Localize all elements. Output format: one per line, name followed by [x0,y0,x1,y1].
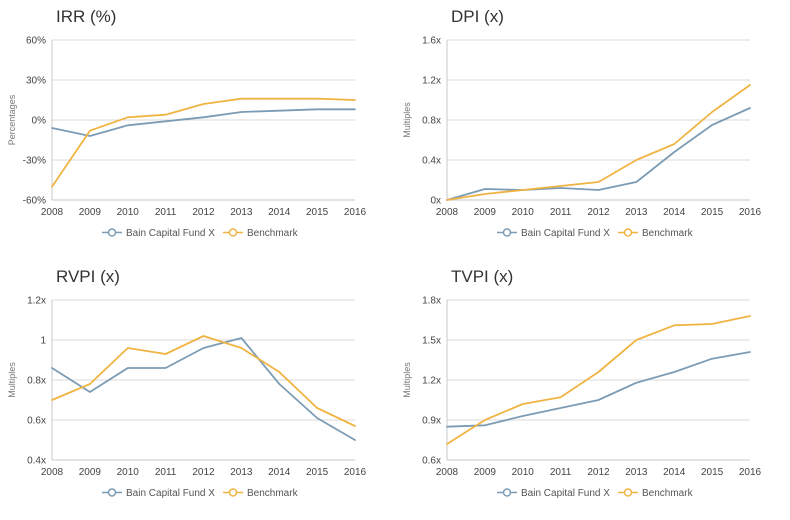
x-tick-label: 2016 [739,467,762,478]
x-tick-label: 2009 [474,207,497,218]
y-axis-title: Multiples [7,362,17,398]
legend-marker-fund [107,488,117,497]
y-tick-label: 1.2x [422,76,441,87]
series-line-benchmark [446,84,751,201]
legend-marker-benchmark [228,228,238,237]
y-tick-label: 1.8x [422,296,441,307]
x-tick-label: 2013 [230,207,253,218]
legend-marker-benchmark [228,488,238,497]
series-line-fund [446,107,751,201]
series-line-benchmark [446,315,751,445]
series-line-fund [51,108,356,137]
x-tick-label: 2014 [663,467,686,478]
x-tick-label: 2016 [344,207,367,218]
x-tick-label: 2011 [155,467,177,478]
x-tick-label: 2012 [587,207,610,218]
legend-label-fund: Bain Capital Fund X [521,488,610,499]
y-tick-label: 0.8x [27,376,46,387]
legend-marker-fund [107,228,117,237]
legend-marker-benchmark [623,488,633,497]
rvpi-chart: RVPI (x) 0.4x 0.6x 0.8x 1 1.2x 2008 2009 2010 201… [7,267,367,499]
x-tick-label: 2014 [268,467,291,478]
x-tick-label: 2010 [117,207,140,218]
y-tick-label: 30% [26,76,46,87]
chart-title: RVPI (x) [56,267,120,286]
y-tick-label: 1.6x [422,36,441,47]
y-tick-label: 60% [26,36,46,47]
x-tick-label: 2008 [436,467,459,478]
x-tick-label: 2014 [663,207,686,218]
legend-label-fund: Bain Capital Fund X [126,488,215,499]
x-tick-label: 2009 [79,207,102,218]
y-tick-label: 0.6x [27,416,46,427]
tvpi-chart-panel: TVPI (x) 0.6x 0.9x 1.2x 1.5x 1.8x 2008 2009 2010… [395,260,790,520]
y-tick-label: 0.9x [422,416,441,427]
y-tick-label: 0% [32,116,47,127]
x-tick-label: 2011 [550,467,572,478]
series-line-fund [446,351,751,428]
y-tick-label: 1.2x [422,376,441,387]
y-tick-label: 1.2x [27,296,46,307]
x-tick-label: 2015 [306,207,329,218]
x-tick-label: 2012 [192,207,215,218]
legend-label-benchmark: Benchmark [247,228,299,239]
x-tick-label: 2012 [192,467,215,478]
y-tick-label: 0.6x [422,456,441,467]
x-tick-label: 2009 [79,467,102,478]
x-tick-label: 2015 [306,467,329,478]
x-tick-label: 2015 [701,467,724,478]
dpi-chart: DPI (x) 0x 0.4x 0.8x 1.2x 1.6x 2008 2009 2010 201… [402,7,762,239]
legend-label-benchmark: Benchmark [642,488,694,499]
y-tick-label: -60% [23,196,46,207]
chart-title: IRR (%) [56,7,116,26]
irr-chart-panel: IRR (%) -60% -30% 0% 30% 60% 2008 2009 2010 2011 2… [0,0,395,260]
legend-marker-benchmark [623,228,633,237]
x-tick-label: 2010 [117,467,140,478]
y-tick-label: 0x [430,196,441,207]
x-tick-label: 2008 [436,207,459,218]
y-tick-label: 1 [40,336,46,347]
x-tick-label: 2013 [625,467,648,478]
series-line-benchmark [51,97,356,188]
tvpi-chart: TVPI (x) 0.6x 0.9x 1.2x 1.5x 1.8x 2008 2009 2010… [402,267,762,499]
chart-title: DPI (x) [451,7,504,26]
y-tick-label: 0.4x [422,156,441,167]
y-tick-label: 0.8x [422,116,441,127]
series-line-benchmark [51,335,356,427]
x-tick-label: 2013 [230,467,253,478]
series-line-fund [51,337,356,441]
legend-label-benchmark: Benchmark [642,228,694,239]
x-tick-label: 2011 [155,207,177,218]
x-tick-label: 2008 [41,467,64,478]
x-tick-label: 2015 [701,207,724,218]
rvpi-chart-panel: RVPI (x) 0.4x 0.6x 0.8x 1 1.2x 2008 2009 2010 201… [0,260,395,520]
x-tick-label: 2010 [512,467,535,478]
x-tick-label: 2011 [550,207,572,218]
legend-label-fund: Bain Capital Fund X [126,228,215,239]
y-axis-title: Percentages [7,94,17,145]
x-tick-label: 2014 [268,207,291,218]
x-tick-label: 2016 [739,207,762,218]
x-tick-label: 2012 [587,467,610,478]
y-axis-title: Multiples [402,362,412,398]
y-tick-label: 1.5x [422,336,441,347]
dpi-chart-panel: DPI (x) 0x 0.4x 0.8x 1.2x 1.6x 2008 2009 2010 201… [395,0,790,260]
legend-label-benchmark: Benchmark [247,488,299,499]
y-axis-title: Multiples [402,102,412,138]
x-tick-label: 2009 [474,467,497,478]
legend-marker-fund [502,488,512,497]
irr-chart: IRR (%) -60% -30% 0% 30% 60% 2008 2009 2010 2011 2… [7,7,367,239]
y-tick-label: 0.4x [27,456,46,467]
x-tick-label: 2010 [512,207,535,218]
y-tick-label: -30% [23,156,46,167]
chart-title: TVPI (x) [451,267,513,286]
x-tick-label: 2013 [625,207,648,218]
x-tick-label: 2008 [41,207,64,218]
legend-label-fund: Bain Capital Fund X [521,228,610,239]
legend-marker-fund [502,228,512,237]
x-tick-label: 2016 [344,467,367,478]
